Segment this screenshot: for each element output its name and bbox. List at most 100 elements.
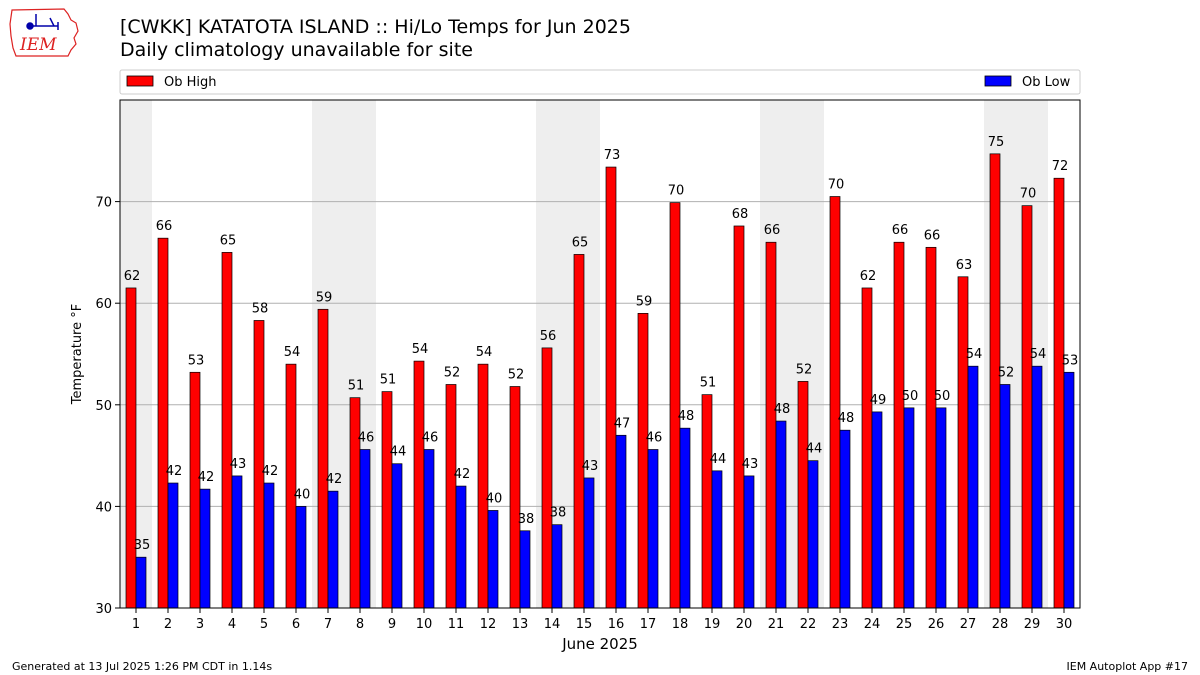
bar-high xyxy=(893,241,905,609)
data-label-high: 73 xyxy=(604,148,621,163)
bar-low xyxy=(1063,371,1075,609)
data-label-low: 46 xyxy=(422,431,439,446)
data-label-high: 66 xyxy=(764,223,781,238)
bar-high xyxy=(189,371,201,609)
x-tick-label: 20 xyxy=(736,617,753,632)
grid-lines xyxy=(120,201,1080,507)
data-label-low: 42 xyxy=(262,464,279,479)
data-label-low: 48 xyxy=(774,402,791,417)
y-tick-label: 40 xyxy=(95,500,112,515)
x-tick-label: 21 xyxy=(768,617,785,632)
weather-station-icon xyxy=(26,14,59,30)
data-label-high: 56 xyxy=(540,329,557,344)
x-tick-label: 10 xyxy=(416,617,433,632)
data-label-low: 42 xyxy=(166,464,183,479)
x-tick-label: 14 xyxy=(544,617,561,632)
data-label-high: 75 xyxy=(988,135,1005,150)
x-tick-label: 9 xyxy=(388,617,396,632)
data-label-high: 59 xyxy=(636,294,653,309)
bar-high xyxy=(637,313,649,609)
x-tick-label: 17 xyxy=(640,617,657,632)
bar-high xyxy=(605,166,617,609)
data-label-high: 62 xyxy=(124,269,141,284)
legend-swatch-low xyxy=(984,75,1012,87)
bar-low xyxy=(263,482,275,609)
bar-low xyxy=(551,524,563,609)
bar-low xyxy=(839,429,851,609)
data-label-low: 54 xyxy=(1030,347,1047,362)
y-axis-label: Temperature °F xyxy=(70,304,85,405)
x-tick-label: 4 xyxy=(228,617,236,632)
bar-high xyxy=(285,363,297,609)
data-label-low: 43 xyxy=(230,457,247,472)
x-tick-label: 13 xyxy=(512,617,529,632)
data-label-low: 38 xyxy=(550,506,567,521)
data-label-high: 62 xyxy=(860,269,877,284)
x-tick-label: 3 xyxy=(196,617,204,632)
x-tick-label: 18 xyxy=(672,617,689,632)
data-label-high: 54 xyxy=(412,342,429,357)
data-label-low: 44 xyxy=(710,452,727,467)
y-tick-label: 60 xyxy=(95,297,112,312)
x-tick-label: 30 xyxy=(1056,617,1073,632)
x-tick-label: 8 xyxy=(356,617,364,632)
x-tick-label: 29 xyxy=(1024,617,1041,632)
legend-label-low: Ob Low xyxy=(1022,75,1071,90)
bar-low xyxy=(135,556,147,609)
x-tick-label: 12 xyxy=(480,617,497,632)
data-label-high: 51 xyxy=(700,376,717,391)
data-label-low: 38 xyxy=(518,512,535,527)
data-label-low: 54 xyxy=(966,347,983,362)
data-label-low: 47 xyxy=(614,416,631,431)
app-id: IEM Autoplot App #17 xyxy=(1066,660,1189,673)
bar-low xyxy=(519,530,531,609)
bar-high xyxy=(573,254,585,609)
iem-logo: IEM xyxy=(9,8,79,57)
data-label-low: 50 xyxy=(902,389,919,404)
data-label-high: 52 xyxy=(444,365,461,380)
bar-high xyxy=(701,394,713,609)
bar-low xyxy=(999,384,1011,609)
data-label-low: 44 xyxy=(806,442,823,457)
data-label-low: 44 xyxy=(390,445,407,460)
data-label-low: 35 xyxy=(134,538,151,553)
bar-low xyxy=(807,460,819,609)
x-tick-label: 22 xyxy=(800,617,817,632)
bar-low xyxy=(615,434,627,609)
data-label-high: 52 xyxy=(508,368,525,383)
data-label-low: 43 xyxy=(742,457,759,472)
bar-low xyxy=(167,482,179,609)
bar-low xyxy=(871,411,883,609)
bar-high xyxy=(925,246,937,609)
logo-text: IEM xyxy=(19,35,57,55)
x-tick-label: 26 xyxy=(928,617,945,632)
bar-high xyxy=(125,287,137,609)
bar-high xyxy=(317,308,329,609)
bar-high xyxy=(349,397,361,609)
data-label-high: 59 xyxy=(316,290,333,305)
data-label-high: 54 xyxy=(284,345,301,360)
bar-high xyxy=(445,384,457,609)
x-tick-label: 24 xyxy=(864,617,881,632)
bar-low xyxy=(743,475,755,609)
y-tick-label: 70 xyxy=(95,196,112,211)
x-tick-label: 7 xyxy=(324,617,332,632)
bar-high xyxy=(541,347,553,609)
data-label-low: 40 xyxy=(294,487,311,502)
data-label-low: 48 xyxy=(838,411,855,426)
data-label-low: 49 xyxy=(870,393,887,408)
bar-high xyxy=(829,196,841,609)
legend-label-high: Ob High xyxy=(164,75,217,90)
bar-high xyxy=(797,381,809,609)
data-label-high: 51 xyxy=(348,379,365,394)
data-label-low: 46 xyxy=(646,431,663,446)
bar-low xyxy=(455,485,467,609)
data-label-high: 66 xyxy=(892,223,909,238)
x-tick-label: 15 xyxy=(576,617,593,632)
x-tick-label: 5 xyxy=(260,617,268,632)
bar-low xyxy=(679,427,691,609)
bar-low xyxy=(327,490,339,609)
bar-high xyxy=(413,360,425,609)
y-tick-label: 50 xyxy=(95,399,112,414)
